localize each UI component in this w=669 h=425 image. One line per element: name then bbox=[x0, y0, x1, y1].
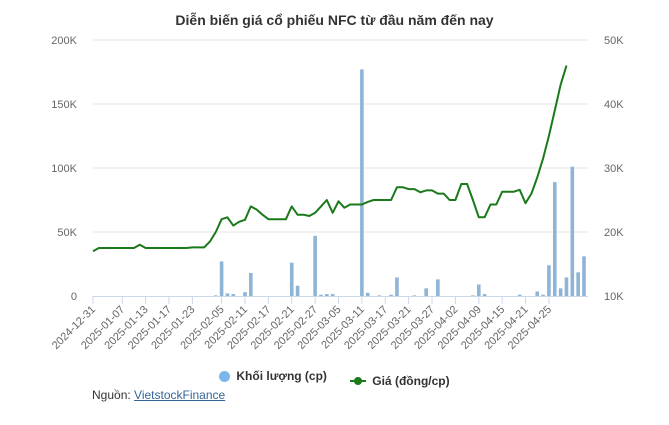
source-line: Nguồn: VietstockFinance bbox=[92, 388, 225, 402]
volume-bar[interactable] bbox=[547, 265, 551, 296]
volume-bar[interactable] bbox=[570, 166, 575, 296]
y-left-tick-label: 0 bbox=[71, 291, 77, 303]
y-left-tick-label: 50K bbox=[57, 227, 77, 239]
volume-bar[interactable] bbox=[360, 69, 364, 296]
volume-bar[interactable] bbox=[471, 295, 475, 296]
price-line[interactable] bbox=[92, 65, 568, 253]
source-prefix: Nguồn: bbox=[92, 388, 131, 402]
volume-bar[interactable] bbox=[476, 284, 481, 296]
volume-bar[interactable] bbox=[295, 285, 300, 296]
volume-bar[interactable] bbox=[436, 279, 440, 296]
volume-bar[interactable] bbox=[377, 295, 382, 296]
volume-bar[interactable] bbox=[541, 294, 545, 296]
volume-bar[interactable] bbox=[395, 277, 399, 296]
volume-bar[interactable] bbox=[225, 293, 230, 296]
legend-volume-label: Khối lượng (cp) bbox=[236, 369, 327, 383]
volume-bar[interactable] bbox=[389, 294, 393, 296]
y-right-tick-label: 10K bbox=[604, 291, 624, 303]
volume-bar[interactable] bbox=[482, 294, 487, 296]
volume-bar[interactable] bbox=[576, 272, 580, 296]
volume-bar[interactable] bbox=[319, 294, 323, 296]
volume-bar[interactable] bbox=[325, 294, 329, 296]
volume-bar[interactable] bbox=[213, 295, 218, 296]
volume-bar[interactable] bbox=[219, 261, 224, 296]
chart-legend: Khối lượng (cp) Giá (đồng/cp) bbox=[0, 369, 669, 388]
y-left-tick-label: 100K bbox=[51, 163, 77, 175]
y-right-tick-label: 40K bbox=[604, 99, 624, 111]
y-right-tick-label: 30K bbox=[604, 163, 624, 175]
volume-bar[interactable] bbox=[535, 291, 540, 296]
volume-bar[interactable] bbox=[412, 295, 417, 296]
volume-bar[interactable] bbox=[289, 262, 294, 296]
price-line-marker-icon bbox=[350, 376, 367, 385]
legend-item-volume[interactable]: Khối lượng (cp) bbox=[219, 369, 327, 383]
source-link[interactable]: VietstockFinance bbox=[134, 388, 226, 402]
volume-bar[interactable] bbox=[313, 235, 317, 296]
volume-bar[interactable] bbox=[231, 294, 236, 296]
y-left-tick-label: 150K bbox=[51, 99, 77, 111]
volume-bar[interactable] bbox=[558, 288, 563, 296]
y-right-tick-label: 20K bbox=[604, 227, 624, 239]
legend-item-price[interactable]: Giá (đồng/cp) bbox=[350, 373, 450, 388]
volume-bar[interactable] bbox=[243, 292, 247, 296]
volume-bar[interactable] bbox=[564, 277, 569, 296]
volume-bar[interactable] bbox=[517, 294, 522, 296]
y-left-tick-label: 200K bbox=[51, 35, 77, 47]
volume-bar[interactable] bbox=[552, 182, 557, 296]
volume-bar[interactable] bbox=[424, 288, 428, 296]
volume-marker-icon bbox=[219, 370, 231, 382]
volume-bar[interactable] bbox=[249, 272, 253, 296]
y-right-tick-label: 50K bbox=[604, 35, 624, 47]
volume-bar[interactable] bbox=[582, 256, 586, 296]
volume-bar[interactable] bbox=[365, 292, 370, 296]
chart-title: Diễn biến giá cổ phiếu NFC từ đầu năm đế… bbox=[175, 12, 494, 28]
volume-bar[interactable] bbox=[330, 294, 335, 296]
legend-price-label: Giá (đồng/cp) bbox=[372, 373, 450, 388]
